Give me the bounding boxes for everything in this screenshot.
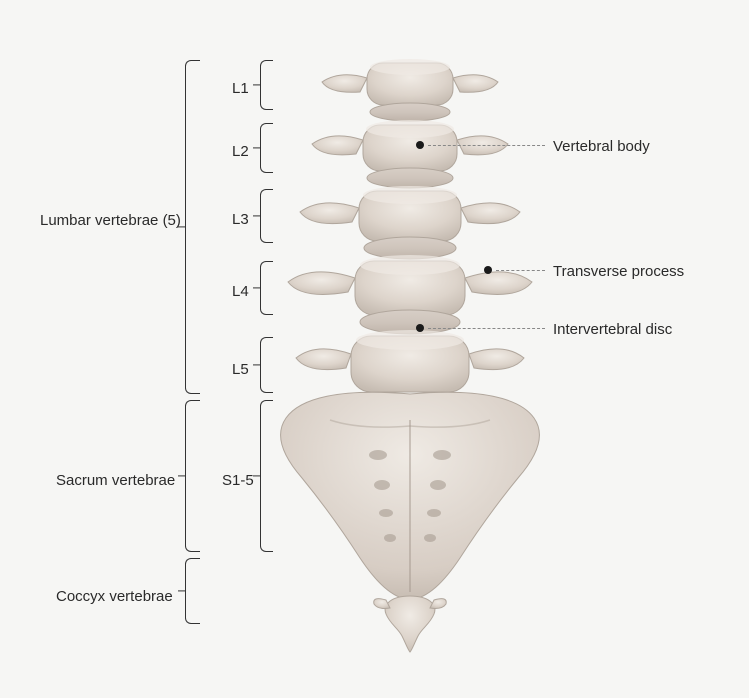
- label-L1: L1: [232, 80, 249, 97]
- callout-dot-intervertebral-disc: [416, 324, 424, 332]
- bracket-L5: [260, 337, 273, 393]
- callout-label-transverse-process: Transverse process: [553, 263, 684, 280]
- bracket-S1-5: [260, 400, 273, 552]
- callout-label-intervertebral-disc: Intervertebral disc: [553, 321, 672, 338]
- vertebra-L3: [300, 186, 520, 241]
- bracket-L1: [260, 60, 273, 110]
- bracket-L4: [260, 261, 273, 315]
- bracket-coccyx-group: [185, 558, 200, 624]
- disc-L2-L3: [367, 168, 453, 188]
- anatomy-diagram: Lumbar vertebrae (5) Sacrum vertebrae Co…: [0, 0, 749, 698]
- label-coccyx-group: Coccyx vertebrae: [56, 588, 173, 605]
- lumbar-stack: [288, 59, 532, 392]
- vertebra-L5: [296, 330, 524, 392]
- label-L5: L5: [232, 361, 249, 378]
- label-lumbar-group: Lumbar vertebrae (5): [40, 212, 181, 229]
- vertebra-L1: [322, 59, 498, 105]
- label-L2: L2: [232, 143, 249, 160]
- disc-L1-L2: [370, 103, 450, 121]
- callout-dot-transverse-process: [484, 266, 492, 274]
- label-sacrum-group: Sacrum vertebrae: [56, 472, 175, 489]
- sacrum-bone: [281, 392, 540, 600]
- callout-dot-vertebral-body: [416, 141, 424, 149]
- coccyx-bone: [374, 596, 447, 652]
- label-S1-5: S1-5: [222, 472, 254, 489]
- bracket-sacrum-group: [185, 400, 200, 552]
- bracket-lumbar-group: [185, 60, 200, 394]
- callout-line-transverse-process: [496, 270, 545, 271]
- label-L4: L4: [232, 283, 249, 300]
- callout-label-vertebral-body: Vertebral body: [553, 138, 650, 155]
- vertebra-L4: [288, 255, 532, 315]
- bracket-L2: [260, 123, 273, 173]
- callout-line-intervertebral-disc: [428, 328, 545, 329]
- label-L3: L3: [232, 211, 249, 228]
- callout-line-vertebral-body: [428, 145, 545, 146]
- bracket-L3: [260, 189, 273, 243]
